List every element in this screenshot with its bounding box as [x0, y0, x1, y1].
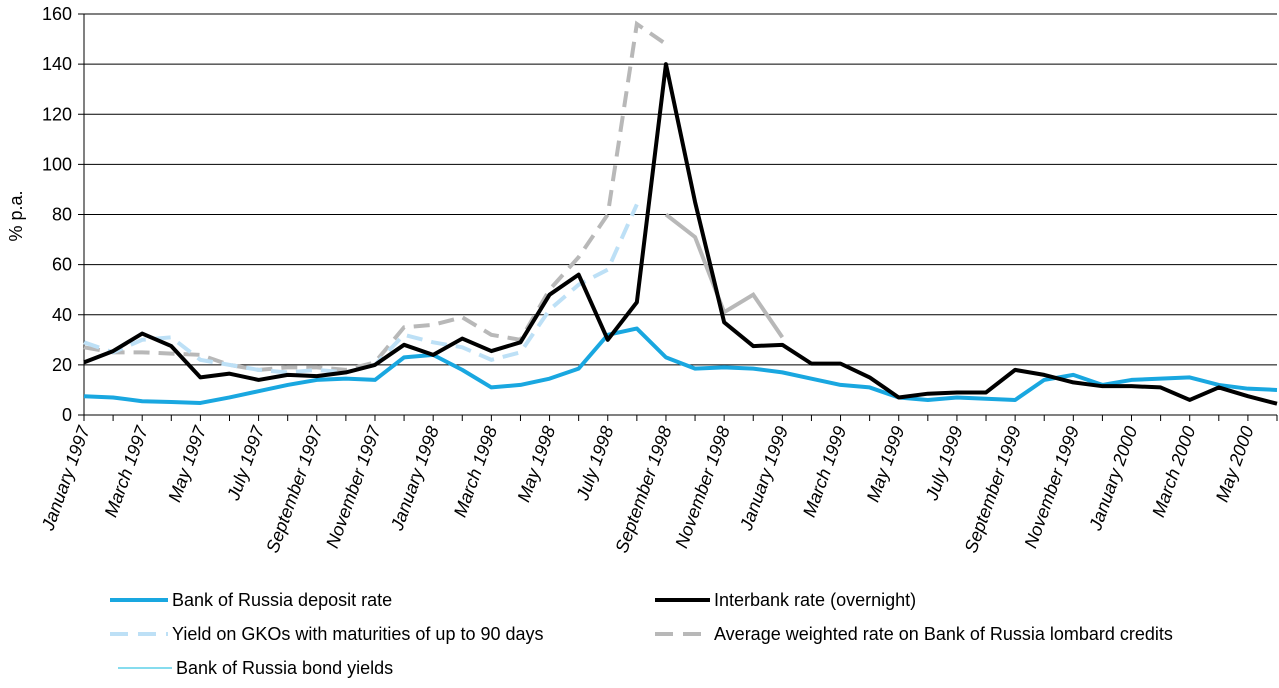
- x-tick-label: November 1997: [322, 423, 385, 551]
- x-tick-label: March 1999: [799, 424, 850, 520]
- x-tick-label: May 2000: [1212, 424, 1258, 505]
- x-tick-label: January 1998: [386, 424, 442, 534]
- x-tick-label: July 1998: [572, 424, 617, 504]
- x-tick-label: May 1999: [863, 424, 909, 505]
- y-tick-label-0: 0: [62, 405, 72, 425]
- x-tick-label: September 1998: [611, 424, 675, 556]
- legend-label: Interbank rate (overnight): [714, 590, 916, 610]
- x-tick-label: May 1998: [513, 424, 559, 505]
- x-tick-label: July 1997: [223, 423, 269, 504]
- series-line-average-weighted-rate-on-bank-of-russia-lombard-credits-segment: [664, 212, 784, 339]
- y-axis-tick-labels: 0 20 40 60 80 100 120 140 160: [42, 4, 72, 425]
- series-lines: [83, 20, 1278, 406]
- horizontal-gridlines: [78, 13, 1277, 416]
- y-axis-label: % p.a.: [6, 190, 26, 241]
- series-line-average-weighted-rate-on-bank-of-russia-lombard-credits: [83, 20, 668, 372]
- series-line-interbank-rate-overnight: [83, 62, 1278, 406]
- legend-label: Average weighted rate on Bank of Russia …: [714, 624, 1173, 644]
- legend-label: Yield on GKOs with maturities of up to 9…: [172, 624, 544, 644]
- legend-label: Bank of Russia bond yields: [176, 658, 393, 678]
- legend-label: Bank of Russia deposit rate: [172, 590, 392, 610]
- axes: [83, 14, 1278, 421]
- y-tick-label-160: 160: [42, 4, 72, 24]
- y-tick-label-40: 40: [52, 305, 72, 325]
- x-tick-label: January 1999: [736, 424, 792, 534]
- x-tick-label: September 1999: [961, 424, 1025, 556]
- y-tick-label-20: 20: [52, 355, 72, 375]
- x-axis-tick-labels: January 1997 March 1997 May 1997 July 1997S…: [37, 423, 1257, 556]
- x-tick-label: March 2000: [1148, 424, 1199, 520]
- x-tick-label: May 1997: [164, 423, 210, 505]
- x-tick-label: January 1997: [37, 423, 94, 534]
- y-tick-label-60: 60: [52, 255, 72, 275]
- y-tick-label-140: 140: [42, 54, 72, 74]
- x-tick-label: September 1997: [262, 423, 327, 556]
- x-tick-label: January 2000: [1085, 424, 1141, 534]
- legend: Bank of Russia deposit rate Interbank rat…: [110, 590, 1173, 678]
- y-tick-label-120: 120: [42, 104, 72, 124]
- x-tick-label: November 1999: [1020, 424, 1083, 551]
- x-tick-label: November 1998: [671, 424, 734, 551]
- x-tick-label: March 1997: [101, 423, 153, 520]
- series-line-bank-of-russia-deposit-rate: [83, 326, 1278, 405]
- x-tick-label: March 1998: [450, 424, 501, 520]
- y-tick-label-100: 100: [42, 154, 72, 174]
- y-tick-label-80: 80: [52, 205, 72, 225]
- x-tick-label: July 1999: [921, 424, 966, 504]
- series-line-yield-on-gkos-with-maturities-of-up-to-90-days: [83, 203, 639, 375]
